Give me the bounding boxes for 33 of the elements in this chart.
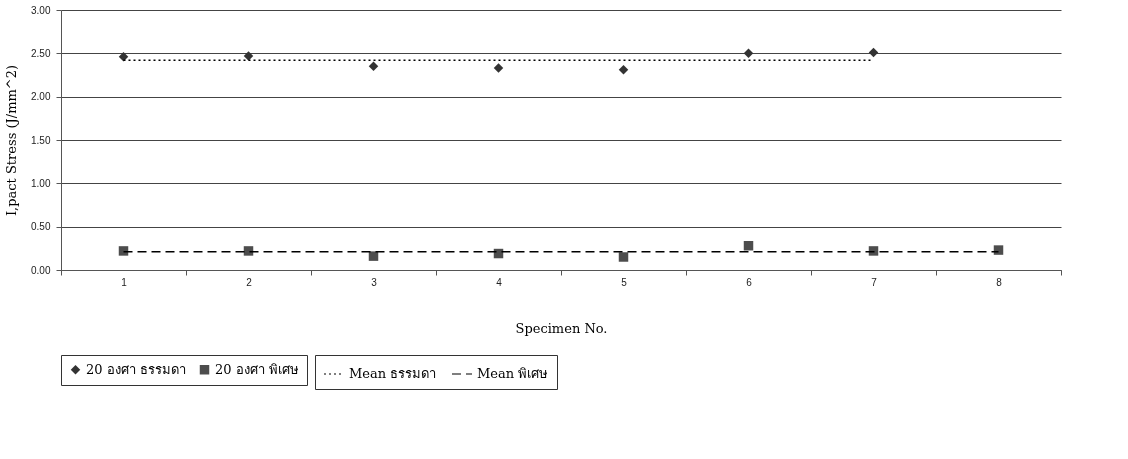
x-tick-label: 5 — [621, 276, 628, 288]
y-tick-label: 0.50 — [31, 221, 51, 233]
x-tick-label: 2 — [246, 276, 253, 288]
point — [243, 246, 254, 256]
x-tick-label: 7 — [871, 276, 878, 288]
point — [868, 47, 879, 58]
legend-label: Mean ธรรมดา — [349, 366, 437, 381]
legend-label: Mean พิเศษ — [477, 366, 549, 381]
point — [493, 63, 504, 73]
point — [743, 240, 754, 251]
y-tick-label: 3.00 — [31, 4, 51, 16]
point — [368, 251, 379, 261]
y-tick-label: 2.50 — [31, 47, 51, 59]
x-tick-label: 3 — [371, 276, 378, 288]
x-tick-label: 1 — [121, 276, 128, 288]
point — [743, 48, 754, 59]
y-tick-label: 1.50 — [31, 134, 51, 146]
point — [618, 252, 629, 262]
legend-label: 20 องศา ธรรมดา — [86, 361, 186, 377]
y-axis-title: I,pact Stress (J/mm^2) — [4, 64, 20, 217]
legend-label: 20 องศา พิเศษ — [215, 361, 299, 377]
y-tick-label: 0.00 — [31, 264, 51, 276]
point — [368, 61, 379, 72]
point — [243, 51, 254, 61]
point — [618, 65, 629, 75]
point — [118, 52, 129, 62]
x-tick-label: 8 — [996, 276, 1003, 288]
y-tick-label: 1.00 — [31, 177, 51, 189]
y-tick-label: 2.00 — [31, 91, 51, 103]
x-tick-label: 4 — [496, 276, 503, 288]
point — [118, 246, 129, 256]
x-tick-label: 6 — [746, 276, 753, 288]
x-axis-title: Specimen No. — [515, 320, 608, 336]
